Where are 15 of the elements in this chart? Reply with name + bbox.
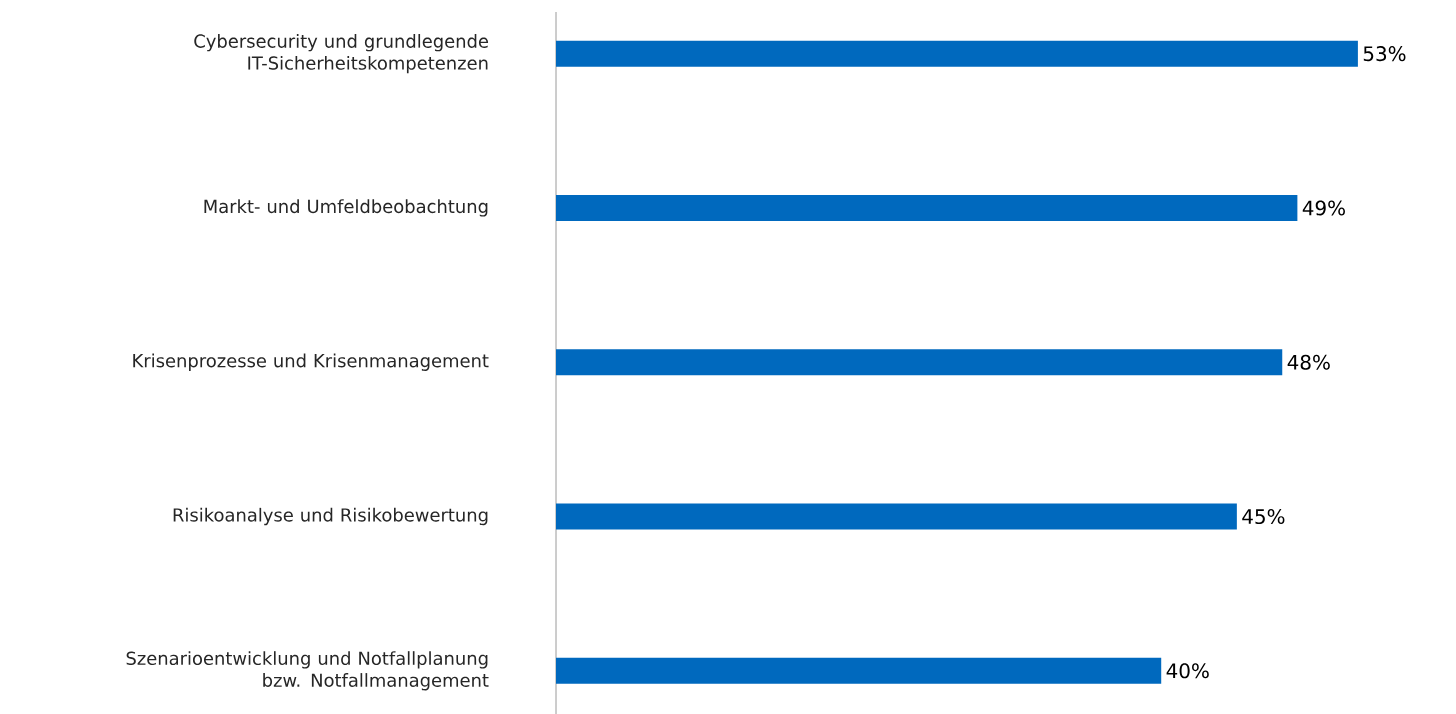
y-tick-label: Markt- und Umfeldbeobachtung: [204, 199, 488, 217]
bar: [556, 40, 1358, 67]
bar: [556, 503, 1237, 530]
data-label: 53%: [1363, 46, 1406, 62]
data-label: 45%: [1242, 508, 1285, 525]
bar: [556, 657, 1162, 684]
y-tick-label: Krisenprozesse und Krisenmanagement: [133, 353, 489, 371]
data-label: 40%: [1166, 663, 1209, 679]
data-label: 49%: [1302, 200, 1345, 216]
data-label: 48%: [1287, 354, 1330, 370]
bar: [556, 194, 1298, 221]
y-tick-label: Cybersecurity und grundlegende IT-Sicherheitskompetenzen: [194, 34, 489, 74]
bar: [556, 349, 1283, 376]
y-tick-label: Risikoanalyse und Risikobewertung: [173, 507, 488, 526]
y-tick-label: Szenarioentwicklung und Notfallplanung bzw. Notfallmanagement: [126, 651, 489, 691]
